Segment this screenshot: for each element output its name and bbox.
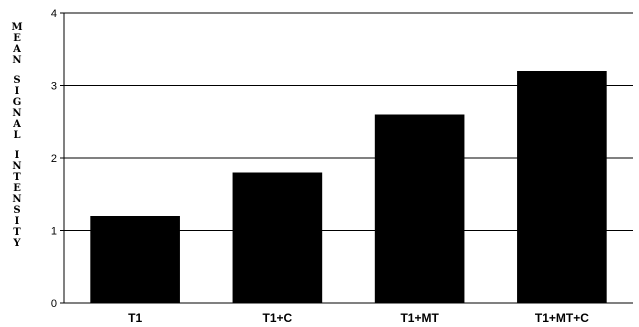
y-tick-label: 4: [51, 8, 57, 20]
y-axis-label-letter: A: [13, 44, 21, 55]
y-axis-label-letter: N: [12, 161, 22, 172]
y-axis-label-letter: A: [13, 119, 21, 130]
y-tick-label: 2: [51, 153, 57, 165]
y-axis-label-letter: T: [13, 227, 21, 238]
y-axis-label-letter: S: [13, 205, 21, 216]
y-axis-label-letter: G: [12, 97, 22, 108]
x-tick-label: T1+C: [263, 311, 293, 325]
x-tick-label: T1: [128, 311, 142, 325]
y-axis-label-letter: E: [13, 183, 21, 194]
y-axis-label-letter: N: [12, 194, 22, 205]
y-axis-label-letter: M: [11, 22, 23, 33]
y-axis-label-letter: S: [13, 75, 21, 86]
x-axis-labels: T1 T1+C T1+MT T1+MT+C: [128, 311, 589, 325]
y-axis-label-letter: N: [12, 108, 22, 119]
y-tick-label: 3: [51, 81, 57, 93]
y-axis-label-letter: T: [13, 172, 21, 183]
bar-t1-plus-mt-plus-c: [517, 71, 607, 303]
y-axis-label-letter: I: [14, 86, 20, 97]
y-axis-label-letter: I: [14, 150, 20, 161]
y-tick-label: 0: [51, 298, 57, 310]
y-axis-label-letter: L: [13, 130, 21, 141]
y-tick-label: 1: [51, 226, 57, 238]
bar-t1: [90, 216, 180, 303]
x-tick-label: T1+MT: [400, 311, 439, 325]
x-tick-label: T1+MT+C: [535, 311, 589, 325]
bar-t1-plus-c: [232, 172, 323, 303]
bar-t1-plus-mt: [374, 114, 465, 303]
bars: [90, 71, 607, 303]
y-axis-label-letter: I: [14, 216, 20, 227]
y-axis-label-letter: Y: [13, 238, 21, 249]
y-axis-label-letter: N: [12, 55, 22, 66]
y-axis-ticks: 0 1 2 3 4: [51, 8, 64, 310]
y-axis-label-letter: E: [13, 33, 21, 44]
